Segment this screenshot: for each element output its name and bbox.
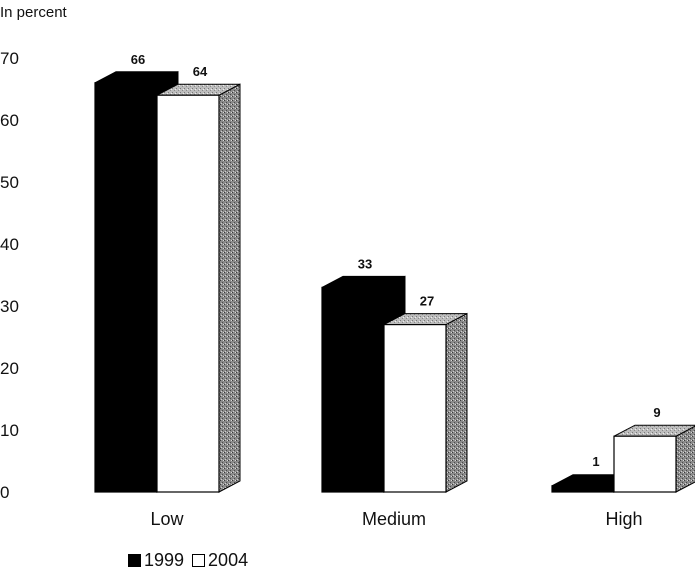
data-label-1999-medium: 33 xyxy=(358,256,372,271)
legend-item-2004: 2004 xyxy=(192,551,248,569)
y-tick-0: 0 xyxy=(0,483,9,502)
y-axis-ticks: 0 10 20 30 40 50 60 70 xyxy=(0,49,19,502)
bar-front xyxy=(551,485,615,493)
category-label-medium: Medium xyxy=(362,509,426,529)
legend: 1999 2004 xyxy=(128,551,256,569)
data-label-1999-high: 1 xyxy=(592,454,599,469)
data-label-2004-medium: 27 xyxy=(420,294,434,309)
bar-side xyxy=(218,83,241,493)
y-tick-40: 40 xyxy=(0,235,19,254)
y-tick-60: 60 xyxy=(0,111,19,130)
bar-2004-medium xyxy=(383,312,468,493)
legend-label-2004: 2004 xyxy=(208,550,249,570)
data-label-2004-high: 9 xyxy=(653,405,660,420)
bar-front xyxy=(94,82,158,493)
bar-side xyxy=(445,312,468,493)
y-tick-20: 20 xyxy=(0,359,19,378)
bar-2004-high xyxy=(613,424,695,493)
legend-label-1999: 1999 xyxy=(144,550,185,570)
y-tick-50: 50 xyxy=(0,173,19,192)
y-tick-10: 10 xyxy=(0,421,19,440)
data-labels: 66 64 33 27 1 9 xyxy=(131,52,661,469)
data-label-1999-low: 66 xyxy=(131,52,145,67)
bars xyxy=(94,70,695,493)
y-axis-label: In percent xyxy=(0,4,68,21)
category-label-high: High xyxy=(605,509,642,529)
y-tick-30: 30 xyxy=(0,297,19,316)
legend-item-1999: 1999 xyxy=(128,551,184,569)
bar-front xyxy=(156,94,220,493)
category-label-low: Low xyxy=(150,509,184,529)
bar-front xyxy=(613,435,677,493)
bar-front xyxy=(321,286,385,493)
data-label-2004-low: 64 xyxy=(193,64,208,79)
bar-front xyxy=(383,324,447,493)
legend-swatch-1999 xyxy=(128,553,141,567)
y-tick-70: 70 xyxy=(0,49,19,68)
category-labels: Low Medium High xyxy=(150,509,642,529)
legend-swatch-2004 xyxy=(192,553,206,567)
bar-2004-low xyxy=(156,83,241,493)
